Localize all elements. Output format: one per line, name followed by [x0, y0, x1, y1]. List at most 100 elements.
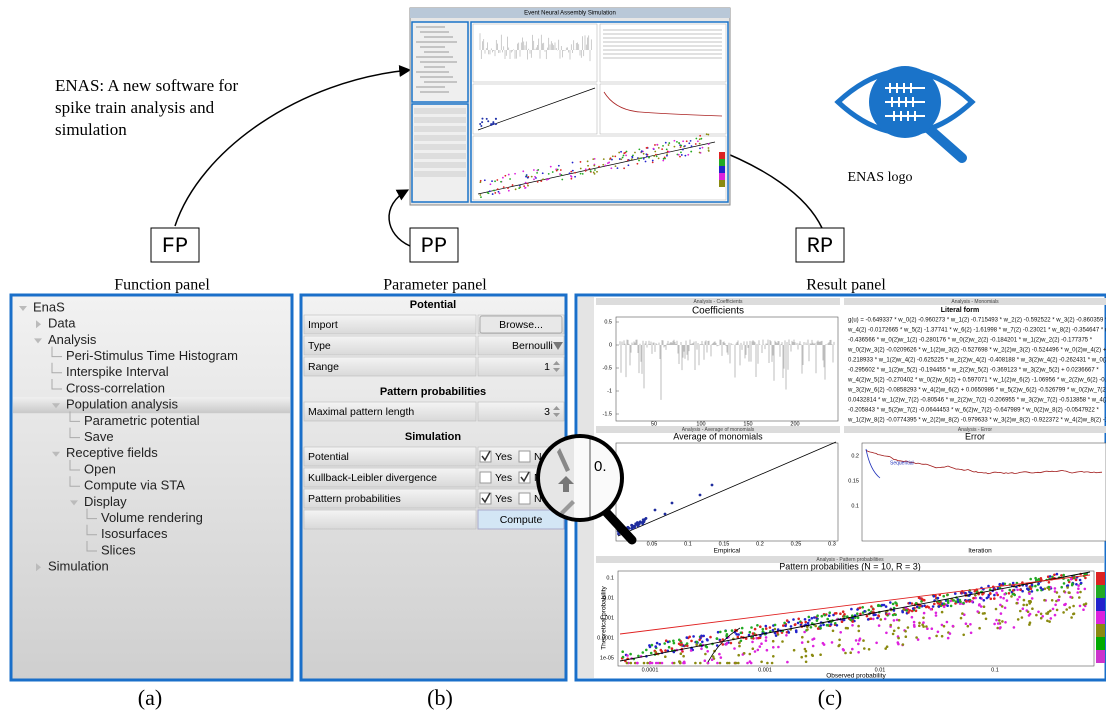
thumb-dot — [680, 154, 683, 156]
pattern-dot — [902, 607, 905, 611]
pattern-dot — [709, 635, 712, 639]
pattern-dot — [784, 624, 787, 628]
pattern-dot — [760, 660, 763, 664]
thumb-dot — [559, 173, 561, 175]
literal-line: w_3(2)w_6(2) -0.0858293 * w_4(2)w_6(2) +… — [847, 388, 1106, 394]
pattern-dot — [862, 639, 865, 642]
y-tick-label: 0 — [609, 342, 612, 348]
thumb-dot — [620, 150, 622, 153]
compute-button[interactable] — [477, 509, 565, 530]
pattern-dot — [987, 584, 990, 588]
pattern-dot — [1048, 575, 1052, 578]
pattern-dot — [919, 604, 922, 607]
checkbox[interactable] — [479, 450, 492, 463]
thumb-dot — [690, 145, 693, 147]
thumb-dot — [559, 169, 562, 171]
pattern-dot — [1075, 583, 1078, 586]
spin-value[interactable]: 3 — [544, 406, 550, 418]
pattern-dot — [747, 633, 751, 637]
checkbox[interactable] — [479, 492, 492, 505]
checkbox[interactable] — [518, 471, 531, 484]
pattern-dot — [737, 653, 740, 657]
pattern-dot — [751, 647, 755, 650]
pattern-dot — [801, 635, 804, 639]
pattern-dot — [654, 661, 658, 665]
checkbox[interactable] — [518, 492, 531, 505]
tree-connector — [86, 541, 97, 552]
thumb-dot — [638, 148, 641, 151]
pattern-dot — [782, 624, 785, 627]
tree-arrow — [36, 563, 41, 572]
pattern-dot — [979, 605, 983, 608]
pattern-dot — [851, 620, 854, 623]
param-label: Pattern probabilities — [308, 493, 401, 505]
pattern-dot — [906, 626, 910, 629]
thumb-dot — [657, 157, 660, 160]
pattern-dot — [897, 636, 900, 640]
checkbox-label: Yes — [495, 472, 512, 484]
pattern-dot — [916, 638, 920, 641]
checkbox[interactable] — [518, 450, 531, 463]
pattern-dot — [914, 602, 918, 605]
thumb-dot — [668, 142, 671, 144]
tree-item: Analysis — [48, 332, 97, 347]
thumb-dot — [507, 173, 510, 176]
pattern-dot — [892, 619, 896, 622]
thumb-dot — [646, 146, 649, 149]
pattern-dot — [1084, 576, 1087, 580]
pattern-dot — [656, 661, 660, 665]
tagline: simulation — [55, 120, 127, 139]
pattern-dot — [1016, 598, 1019, 601]
pattern-dot — [626, 654, 629, 657]
pattern-dot — [905, 609, 908, 612]
pattern-dot — [999, 612, 1003, 615]
pattern-dot — [910, 615, 914, 619]
tree-item: Peri-Stimulus Time Histogram — [66, 348, 238, 363]
pattern-dot — [910, 602, 914, 605]
pattern-dot — [703, 659, 707, 662]
pattern-dot — [1037, 582, 1040, 585]
pattern-dot — [1001, 582, 1005, 585]
select-value[interactable]: Bernoulli — [512, 340, 553, 352]
pattern-dot — [1046, 619, 1049, 623]
pattern-dot — [1030, 597, 1034, 600]
thumb-dot — [547, 173, 550, 175]
thumb-dot — [654, 144, 656, 146]
spin-value[interactable]: 1 — [544, 361, 550, 373]
pattern-dot — [904, 635, 908, 638]
pattern-dot — [748, 630, 752, 634]
pattern-dot — [1070, 583, 1074, 587]
pattern-dot — [835, 624, 839, 627]
dock-header — [596, 556, 1104, 563]
checkbox[interactable] — [479, 471, 492, 484]
callout-box — [409, 227, 459, 263]
thumb-row — [414, 153, 466, 159]
thumb-dot — [535, 177, 537, 179]
pattern-dot — [751, 640, 754, 644]
legend-swatch — [1096, 585, 1105, 598]
pattern-dot — [954, 592, 957, 595]
thumb-dot — [581, 172, 584, 175]
thumb-dot — [519, 186, 522, 189]
checkmark — [481, 450, 491, 462]
pattern-dot — [1039, 612, 1043, 616]
pattern-dot — [772, 655, 775, 658]
pattern-dot — [1079, 581, 1083, 585]
pattern-dot — [739, 631, 743, 635]
pattern-dot — [1041, 588, 1045, 591]
pattern-dot — [1051, 607, 1055, 611]
pattern-dot — [892, 629, 896, 633]
caption: (c) — [818, 685, 842, 710]
pattern-dot — [885, 645, 889, 648]
pattern-dot — [699, 661, 702, 665]
dock-header-text: Analysis - Monomials — [951, 299, 999, 305]
thumb-dot — [682, 140, 685, 143]
thumb-legend — [719, 180, 725, 187]
section-title: Pattern probabilities — [380, 386, 486, 398]
thumb-dot — [687, 153, 690, 156]
browse-button[interactable] — [479, 315, 563, 334]
pattern-dot — [1043, 598, 1046, 602]
scatter-dot — [641, 522, 645, 526]
thumb-dot — [561, 178, 564, 181]
thumb-dot — [637, 157, 640, 160]
